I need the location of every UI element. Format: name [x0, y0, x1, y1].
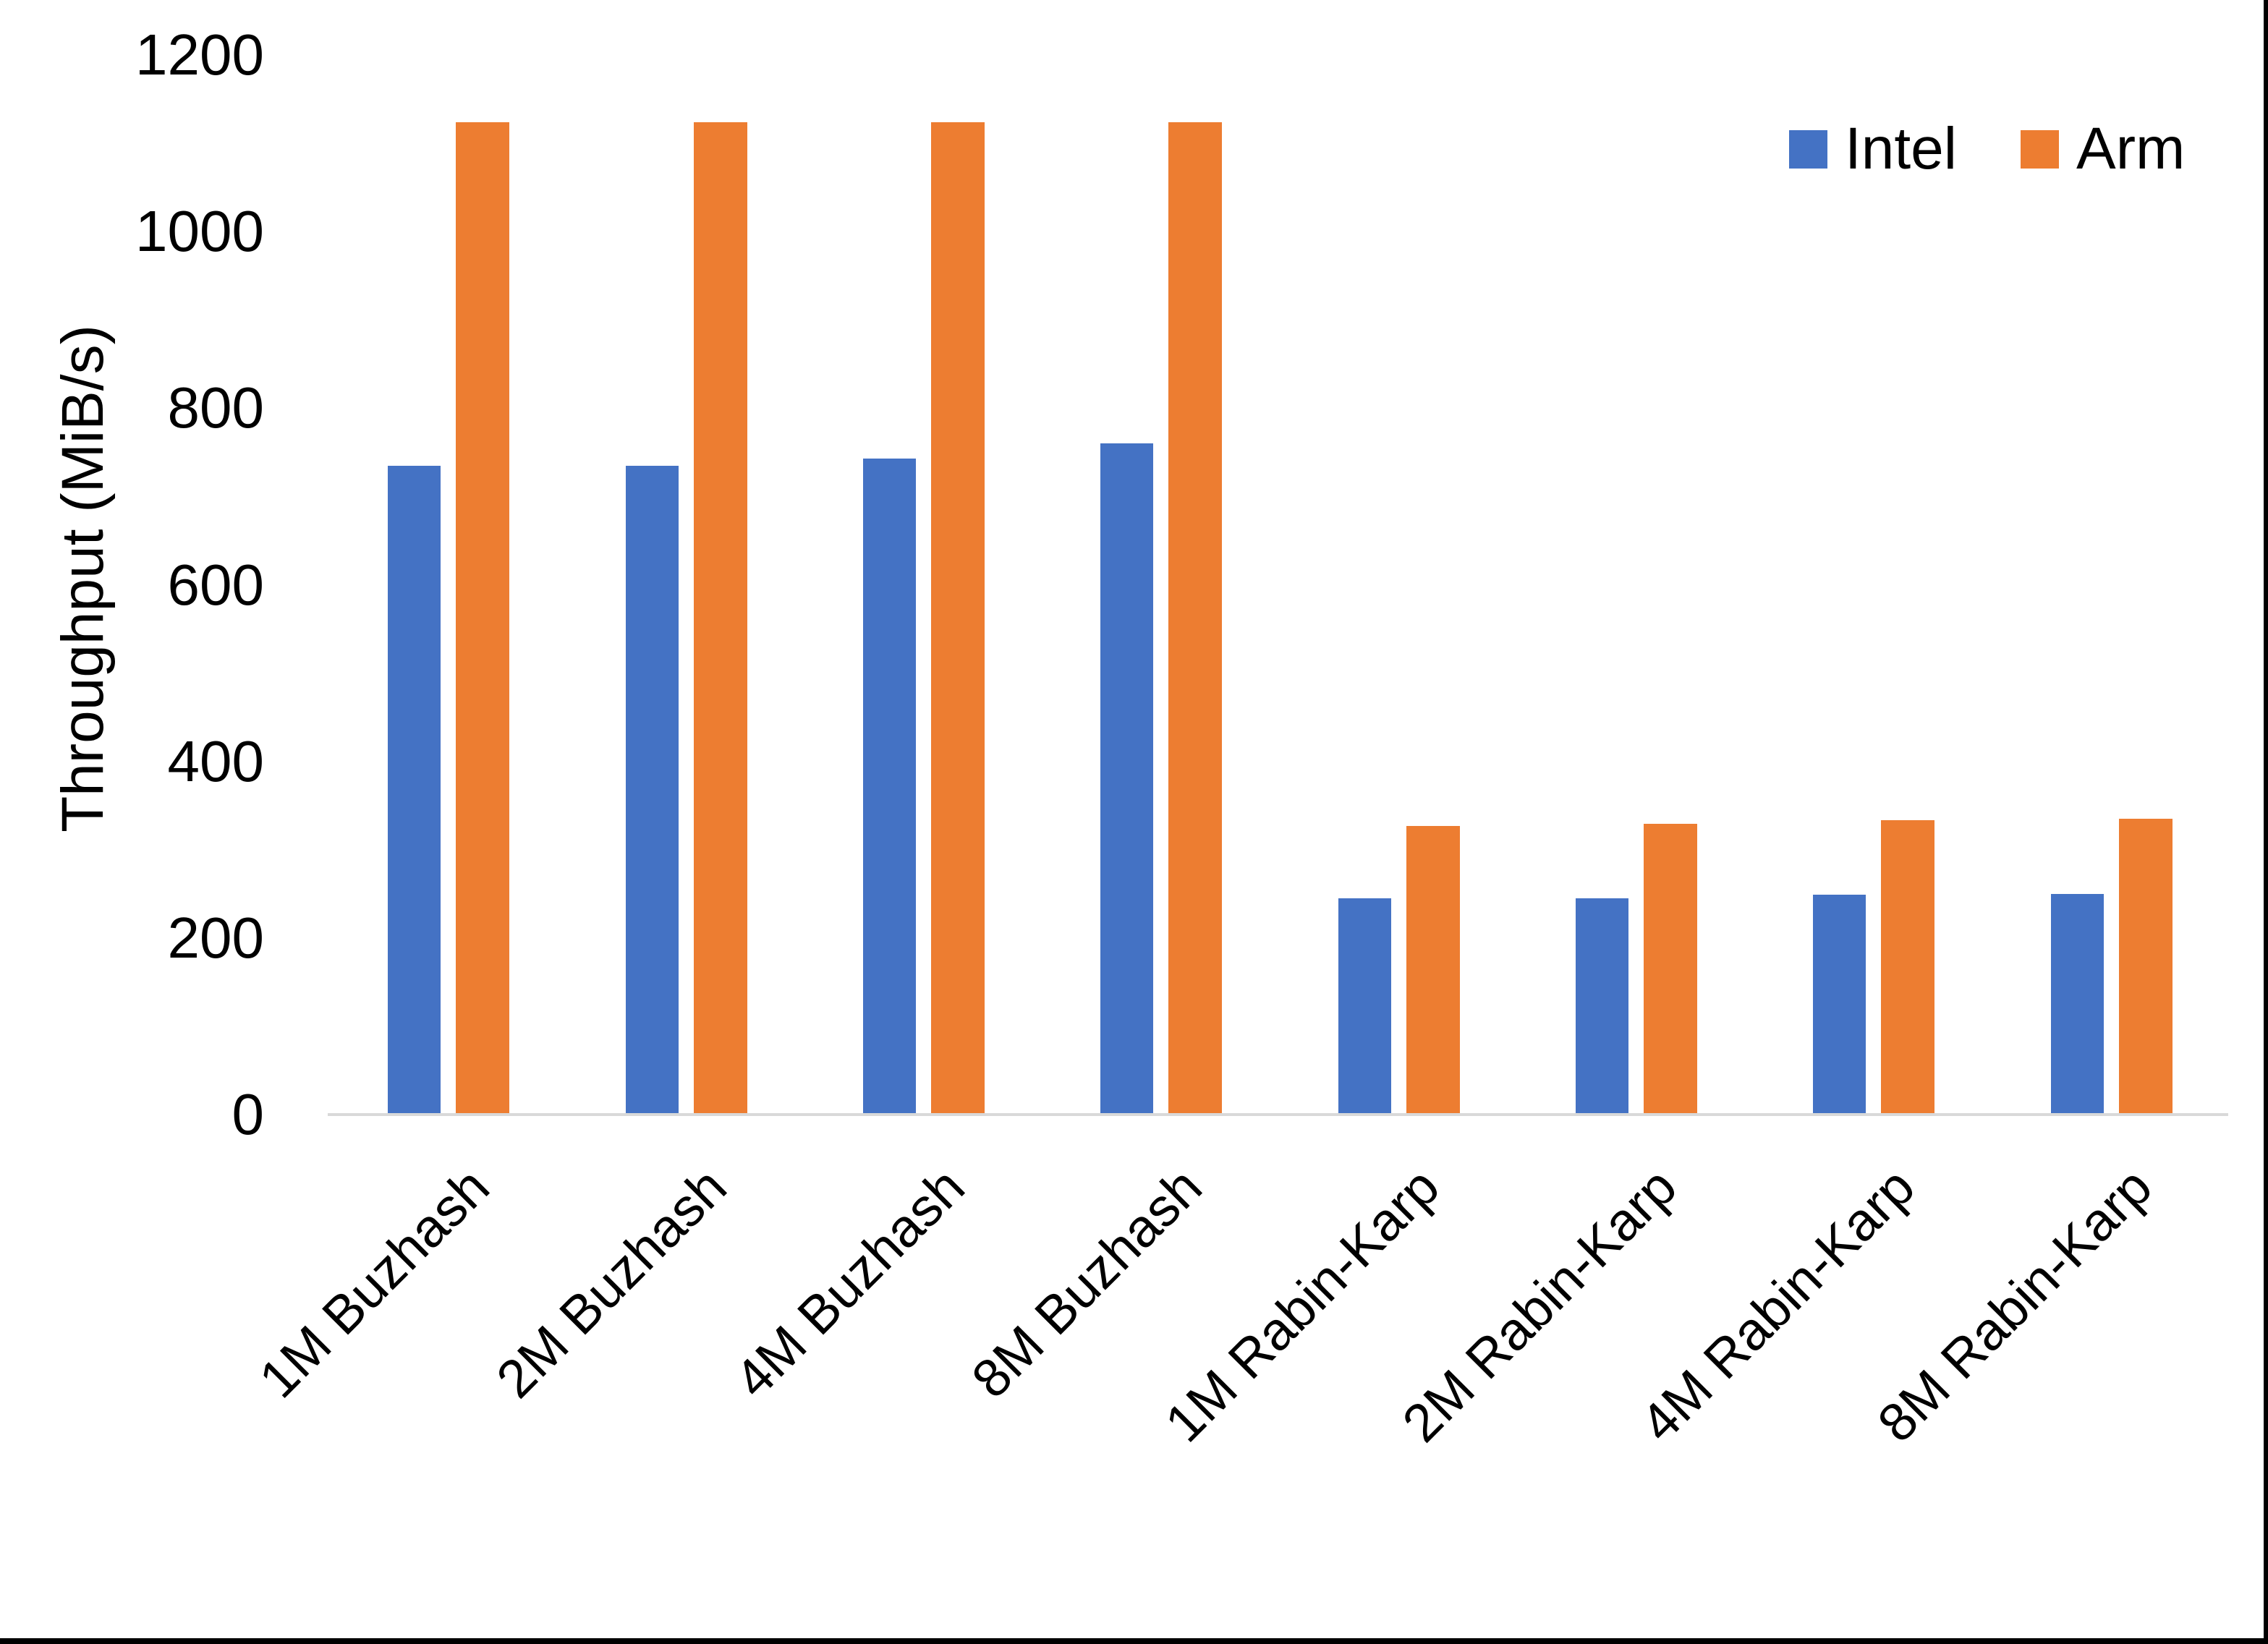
bar-intel-8m-rabin-karp: [2051, 894, 2104, 1115]
bar-arm-1m-rabin-karp: [1406, 826, 1460, 1115]
x-axis-label-2m-buzhash: 2M Buzhash: [485, 1156, 738, 1410]
bar-intel-2m-rabin-karp: [1576, 898, 1628, 1115]
y-tick-label-1200: 1200: [135, 22, 264, 87]
bar-arm-2m-buzhash: [694, 122, 747, 1115]
bar-arm-1m-buzhash: [456, 122, 509, 1115]
x-axis-label-4m-buzhash: 4M Buzhash: [722, 1156, 976, 1410]
legend-item-arm: Arm: [2021, 111, 2185, 187]
x-axis-label-1m-buzhash: 1M Buzhash: [247, 1156, 501, 1410]
bar-arm-4m-buzhash: [931, 122, 985, 1115]
bar-arm-2m-rabin-karp: [1644, 824, 1697, 1115]
bar-intel-8m-buzhash: [1100, 443, 1153, 1115]
bar-intel-2m-buzhash: [626, 466, 679, 1115]
bar-arm-4m-rabin-karp: [1881, 820, 1934, 1115]
y-tick-label-600: 600: [167, 552, 264, 617]
bar-arm-8m-rabin-karp: [2119, 819, 2173, 1115]
y-tick-label-0: 0: [232, 1082, 265, 1146]
x-axis-label-8m-buzhash: 8M Buzhash: [960, 1156, 1213, 1410]
legend-swatch-arm: [2021, 129, 2059, 169]
bar-arm-8m-buzhash: [1168, 122, 1222, 1115]
bar-intel-1m-rabin-karp: [1338, 898, 1391, 1115]
legend-swatch-intel: [1789, 129, 1827, 169]
y-tick-label-800: 800: [167, 375, 264, 440]
y-tick-label-1000: 1000: [135, 199, 264, 264]
bar-intel-4m-rabin-karp: [1813, 895, 1866, 1115]
legend-item-intel: Intel: [1789, 111, 1957, 187]
legend-label-intel: Intel: [1845, 116, 1957, 182]
x-axis-line: [328, 1113, 2228, 1116]
legend: Intel Arm: [1789, 111, 2185, 187]
screenshot-bottom-border: [0, 1638, 2268, 1644]
legend-label-arm: Arm: [2076, 116, 2186, 182]
bar-intel-4m-buzhash: [863, 459, 916, 1115]
bar-intel-1m-buzhash: [388, 466, 441, 1115]
y-tick-label-400: 400: [167, 728, 264, 793]
screenshot-right-border: [2264, 0, 2268, 1644]
y-tick-label-200: 200: [167, 905, 264, 970]
